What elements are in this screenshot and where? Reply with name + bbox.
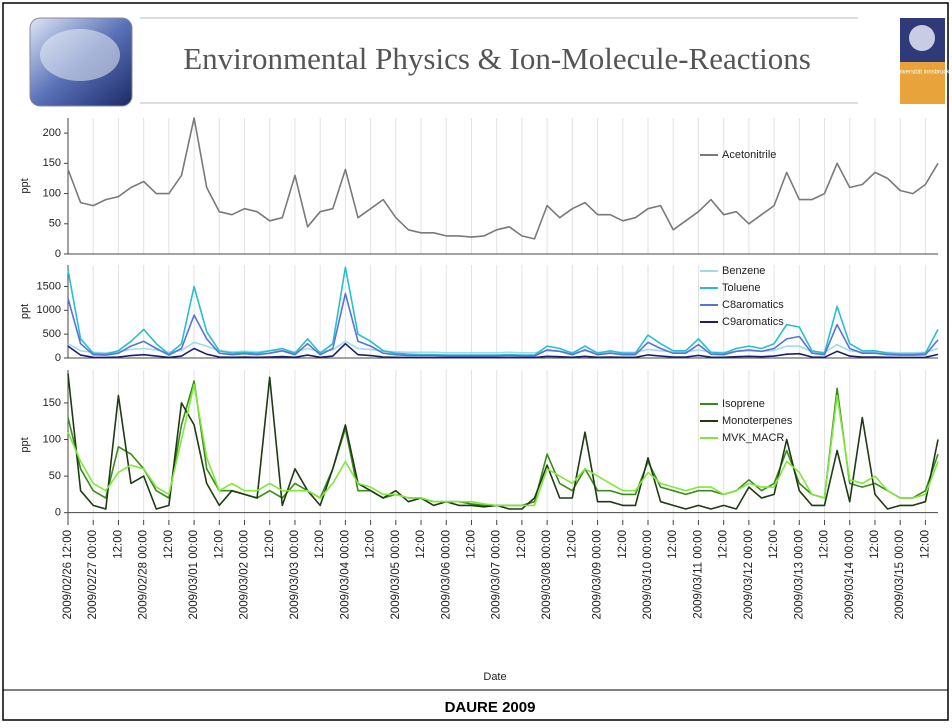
- y-tick-label: 50: [49, 218, 61, 230]
- x-tick-label: 12:00: [264, 530, 276, 559]
- x-tick-label: 2009/03/15 00:00: [894, 530, 906, 620]
- x-tick-label: 2009/02/27 00:00: [87, 530, 99, 620]
- legend-label: MVK_MACR: [722, 432, 784, 444]
- x-tick-label: 2009/03/08 00:00: [541, 530, 553, 620]
- series-line: [68, 267, 938, 355]
- legend-label: Toluene: [722, 282, 761, 294]
- x-tick-label: 2009/02/26 12:00: [62, 530, 74, 620]
- left-logo-cloud: [40, 29, 120, 81]
- x-tick-label: 12:00: [112, 530, 124, 559]
- y-tick-label: 100: [43, 433, 61, 445]
- slide: Environmental Physics & Ion-Molecule-Rea…: [0, 0, 952, 723]
- x-tick-label: 12:00: [415, 530, 427, 559]
- x-tick-label: 12:00: [667, 530, 679, 559]
- y-tick-label: 100: [43, 187, 61, 199]
- header-title: Environmental Physics & Ion-Molecule-Rea…: [183, 41, 811, 76]
- y-tick-label: 1500: [37, 280, 61, 292]
- x-tick-label: 2009/03/02 00:00: [239, 530, 251, 620]
- right-logo-bottom: [900, 62, 945, 104]
- series-line: [68, 374, 938, 509]
- x-tick-label: 2009/03/09 00:00: [592, 530, 604, 620]
- y-tick-label: 0: [55, 352, 61, 364]
- right-logo-seal: [909, 25, 935, 51]
- x-tick-label: 12:00: [819, 530, 831, 559]
- y-tick-label: 1000: [37, 304, 61, 316]
- x-tick-label: 12:00: [314, 530, 326, 559]
- x-tick-label: 2009/03/13 00:00: [793, 530, 805, 620]
- y-tick-label: 0: [55, 248, 61, 260]
- right-logo-text: universität innsbruck: [895, 70, 951, 76]
- x-tick-label: 12:00: [213, 530, 225, 559]
- y-tick-label: 50: [49, 470, 61, 482]
- x-tick-label: 12:00: [466, 530, 478, 559]
- legend-label: Benzene: [722, 265, 765, 277]
- x-tick-label: 12:00: [869, 530, 881, 559]
- legend-label: Isoprene: [722, 398, 765, 410]
- x-tick-label: 12:00: [768, 530, 780, 559]
- x-tick-label: 12:00: [516, 530, 528, 559]
- x-tick-label: 2009/03/12 00:00: [743, 530, 755, 620]
- x-tick-label: 2009/03/07 00:00: [491, 530, 503, 620]
- y-tick-label: 150: [43, 397, 61, 409]
- x-axis-label: Date: [483, 671, 506, 683]
- footer-title: DAURE 2009: [445, 699, 536, 716]
- x-tick-label: 12:00: [163, 530, 175, 559]
- x-tick-label: 2009/03/11 00:00: [692, 530, 704, 619]
- x-tick-label: 2009/02/28 00:00: [138, 530, 150, 620]
- page: Environmental Physics & Ion-Molecule-Rea…: [0, 0, 952, 723]
- y-tick-label: 200: [43, 127, 61, 139]
- x-tick-label: 2009/03/06 00:00: [440, 530, 452, 620]
- x-tick-label: 12:00: [718, 530, 730, 559]
- x-tick-label: 2009/03/14 00:00: [844, 530, 856, 620]
- x-tick-label: 12:00: [365, 530, 377, 559]
- x-tick-label: 2009/03/05 00:00: [390, 530, 402, 620]
- legend-label: Monoterpenes: [722, 415, 793, 427]
- y-axis-label: ppt: [19, 437, 31, 452]
- x-tick-label: 2009/03/04 00:00: [339, 530, 351, 620]
- x-tick-label: 2009/03/10 00:00: [642, 530, 654, 620]
- y-tick-label: 500: [43, 328, 61, 340]
- y-axis-label: ppt: [19, 304, 31, 319]
- legend-label: C8aromatics: [722, 299, 784, 311]
- x-tick-label: 12:00: [919, 530, 931, 559]
- y-tick-label: 150: [43, 157, 61, 169]
- legend-label: Acetonitrile: [722, 149, 776, 161]
- x-tick-label: 12:00: [617, 530, 629, 559]
- y-axis-label: ppt: [19, 178, 31, 193]
- series-line: [68, 118, 938, 239]
- legend-label: C9aromatics: [722, 316, 784, 328]
- x-tick-label: 12:00: [566, 530, 578, 559]
- x-tick-label: 2009/03/03 00:00: [289, 530, 301, 620]
- x-tick-label: 2009/03/01 00:00: [188, 530, 200, 620]
- y-tick-label: 0: [55, 507, 61, 519]
